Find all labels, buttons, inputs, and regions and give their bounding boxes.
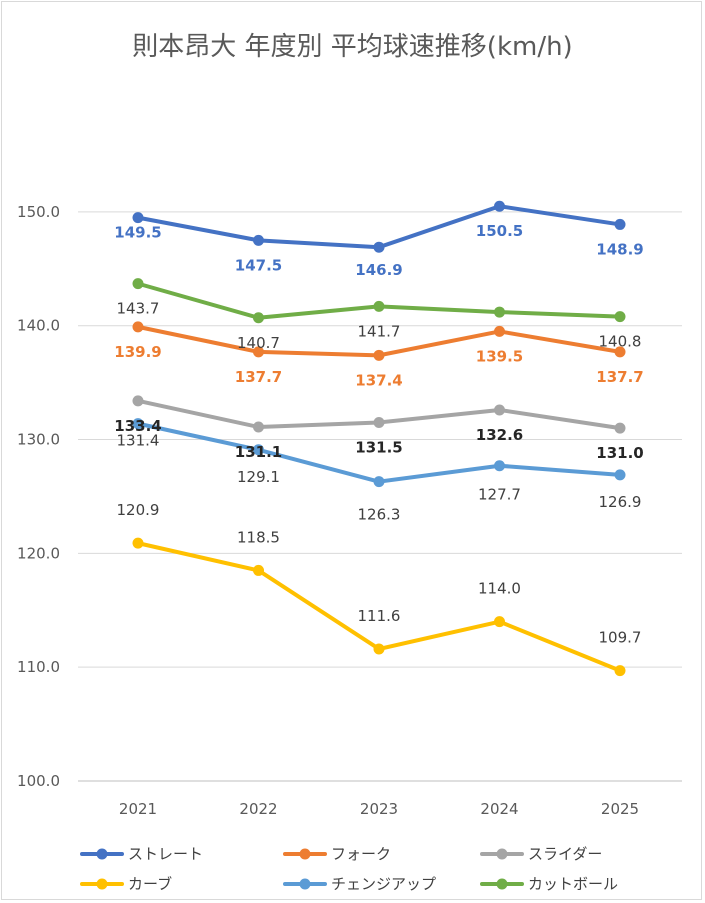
legend-item: カーブ [80,873,172,894]
data-point [253,312,264,324]
legend-item: カットボール [480,873,618,894]
legend-label: カットボール [528,875,619,893]
data-label: 111.6 [358,607,401,625]
legend-label: スライダー [528,845,603,863]
data-label: 139.5 [476,347,523,365]
y-tick-label: 100.0 [17,772,60,790]
data-point [373,300,385,312]
legend-label: カーブ [128,875,173,893]
data-point [494,200,505,212]
data-point [373,241,385,253]
data-label: 143.7 [117,300,160,318]
data-label: 140.7 [237,334,280,352]
data-point [253,346,264,358]
data-point [614,346,626,358]
data-point [373,416,385,428]
legend-swatch [480,848,524,859]
y-tick-label: 150.0 [17,203,60,221]
data-point [373,643,385,655]
data-label: 148.9 [596,240,643,258]
data-point [614,422,626,434]
data-label: 137.4 [355,371,402,389]
data-point [494,306,505,318]
legend-swatch [480,878,524,889]
data-label: 137.7 [596,368,643,386]
data-point [253,444,264,456]
legend-item: チェンジアップ [283,873,436,894]
series-line [136,281,622,320]
data-point [132,537,144,549]
y-tick-label: 120.0 [17,544,60,562]
data-label: 126.9 [599,493,642,511]
data-label: 140.8 [599,333,642,351]
y-tick-label: 140.0 [17,317,60,335]
data-point [494,404,505,416]
data-label: 109.7 [599,629,642,647]
data-label: 132.6 [476,426,523,444]
data-label: 118.5 [237,528,280,546]
data-point [614,311,626,323]
data-label: 147.5 [235,256,282,274]
data-point [132,418,144,430]
data-point [132,278,144,290]
data-label: 120.9 [117,501,160,519]
data-label: 114.0 [478,580,521,598]
legend-label: ストレート [128,845,204,863]
data-point [253,564,264,576]
data-point [614,469,626,481]
data-point [253,421,264,433]
data-point [132,212,144,224]
data-point [132,321,144,333]
data-label: 141.7 [358,322,401,340]
data-point [494,325,505,337]
legend-item: フォーク [283,843,391,864]
chart-title: 則本昂大 年度別 平均球速推移(km/h) [132,32,573,62]
data-label: 137.7 [235,368,282,386]
legend-item: ストレート [80,843,203,864]
x-tick-label: 2024 [480,800,518,818]
x-tick-label: 2022 [239,800,277,818]
data-point [132,395,144,407]
data-label: 126.3 [358,506,401,524]
y-tick-label: 130.0 [17,431,60,449]
data-label: 133.4 [114,417,161,435]
data-point [373,349,385,361]
y-tick-label: 110.0 [17,658,60,676]
legend-label: チェンジアップ [331,875,437,893]
data-label: 131.1 [235,443,282,461]
data-label: 129.1 [237,468,280,486]
legend-label: フォーク [331,845,392,863]
data-point [253,234,264,246]
data-label: 131.4 [117,432,160,450]
data-point [373,476,385,488]
x-tick-label: 2021 [119,800,157,818]
legend-swatch [283,878,327,889]
legend-swatch [80,848,124,859]
data-label: 149.5 [114,224,161,242]
data-point [614,218,626,230]
legend-item: スライダー [480,843,602,864]
data-label: 150.5 [476,222,523,240]
x-tick-label: 2023 [360,800,398,818]
legend-swatch [80,878,124,889]
data-point [494,616,505,628]
data-point [494,460,505,472]
data-label: 139.9 [114,343,161,361]
data-label: 131.0 [596,444,643,462]
legend-swatch [283,848,327,859]
x-tick-label: 2025 [601,800,639,818]
data-label: 127.7 [478,486,521,504]
data-label: 131.5 [355,438,402,456]
data-label: 146.9 [355,261,402,279]
data-point [614,665,626,677]
